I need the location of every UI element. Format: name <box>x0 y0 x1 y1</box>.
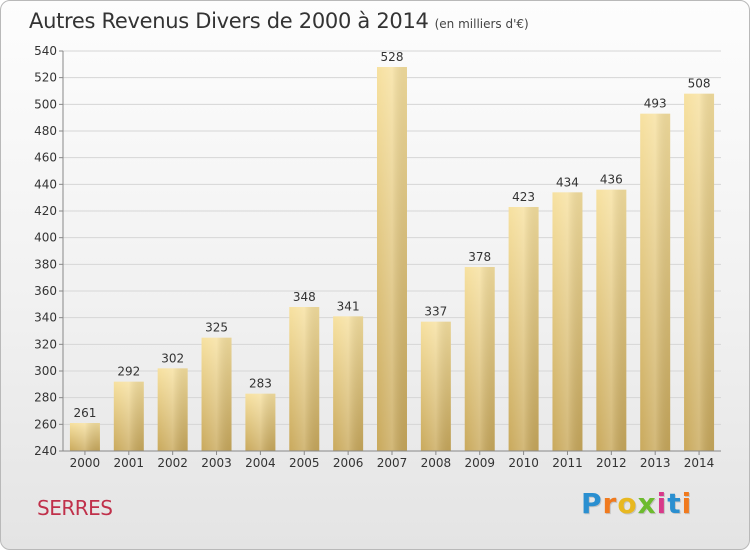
bar-sheen <box>201 337 232 451</box>
x-tick-label: 2013 <box>640 456 671 470</box>
chart-title: Autres Revenus Divers de 2000 à 2014 (en … <box>29 9 529 33</box>
x-tick-label: 2000 <box>70 456 101 470</box>
commune-name: SERRES <box>37 496 113 520</box>
bar-sheen <box>508 207 539 451</box>
data-label: 337 <box>424 305 447 319</box>
data-label: 378 <box>468 250 491 264</box>
y-tick-label: 360 <box>34 284 57 298</box>
data-label: 302 <box>161 351 184 365</box>
logo-letter: x <box>637 487 657 520</box>
data-label: 493 <box>644 97 667 111</box>
data-label: 434 <box>556 175 579 189</box>
logo-letter: P <box>581 487 603 520</box>
x-tick-label: 2011 <box>552 456 583 470</box>
axes: 240 260 280 300 320 340 360 380 400 420 440 460 480 5… <box>34 44 721 470</box>
data-label: 436 <box>600 173 623 187</box>
bar-sheen <box>333 316 364 451</box>
y-tick-label: 260 <box>34 417 57 431</box>
bar-sheen <box>69 423 100 451</box>
bar-sheen <box>552 192 583 452</box>
x-tick-label: 2012 <box>596 456 627 470</box>
y-tick-label: 420 <box>34 204 57 218</box>
x-tick-label: 2007 <box>377 456 408 470</box>
bar-sheen <box>684 93 715 452</box>
bar-sheen <box>640 113 671 452</box>
bars <box>69 67 715 452</box>
y-tick-label: 500 <box>34 97 57 111</box>
x-tick-label: 2004 <box>245 456 276 470</box>
y-tick-label: 240 <box>34 444 57 458</box>
y-tick-label: 280 <box>34 391 57 405</box>
y-tick-label: 480 <box>34 124 57 138</box>
data-label: 348 <box>293 290 316 304</box>
y-tick-label: 400 <box>34 231 57 245</box>
chart-title-text: Autres Revenus Divers de 2000 à 2014 <box>29 9 429 33</box>
bar-sheen <box>420 321 451 451</box>
x-tick-label: 2014 <box>684 456 715 470</box>
data-label: 325 <box>205 321 228 335</box>
data-label: 292 <box>117 365 140 379</box>
data-label: 261 <box>73 406 96 420</box>
data-label: 341 <box>337 299 360 313</box>
data-label: 283 <box>249 377 272 391</box>
x-tick-label: 2002 <box>157 456 188 470</box>
y-tick-label: 300 <box>34 364 57 378</box>
data-label: 528 <box>381 50 404 64</box>
y-tick-label: 340 <box>34 311 57 325</box>
x-tick-label: 2001 <box>114 456 145 470</box>
y-tick-label: 460 <box>34 151 57 165</box>
x-tick-label: 2010 <box>508 456 539 470</box>
y-tick-label: 320 <box>34 337 57 351</box>
logo-letter: i <box>656 487 668 520</box>
logo-letter: r <box>602 487 618 520</box>
x-tick-label: 2005 <box>289 456 320 470</box>
bar-sheen <box>157 368 188 451</box>
bar-sheen <box>377 67 407 451</box>
x-tick-label: 2006 <box>333 456 364 470</box>
y-tick-label: 440 <box>34 177 57 191</box>
chart-unit: (en milliers d'€) <box>434 17 529 31</box>
bar-sheen <box>464 267 495 451</box>
proxiti-logo: Proxiti <box>581 487 692 520</box>
y-tick-label: 540 <box>34 44 57 58</box>
bar-sheen <box>113 381 144 451</box>
data-label: 423 <box>512 190 535 204</box>
bar-sheen <box>245 393 276 451</box>
x-tick-label: 2008 <box>421 456 452 470</box>
y-tick-label: 380 <box>34 257 57 271</box>
logo-letter: o <box>617 487 638 520</box>
bar-sheen <box>596 189 627 451</box>
data-labels: 261 292 302 325 283 348 341 528 337 378 423 434 436 4… <box>73 50 710 420</box>
bar-sheen <box>289 307 320 451</box>
logo-letter: t <box>667 487 682 520</box>
logo-letter: i <box>681 487 693 520</box>
x-tick-label: 2003 <box>201 456 232 470</box>
x-tick-label: 2009 <box>464 456 495 470</box>
data-label: 508 <box>688 77 711 91</box>
y-tick-label: 520 <box>34 71 57 85</box>
